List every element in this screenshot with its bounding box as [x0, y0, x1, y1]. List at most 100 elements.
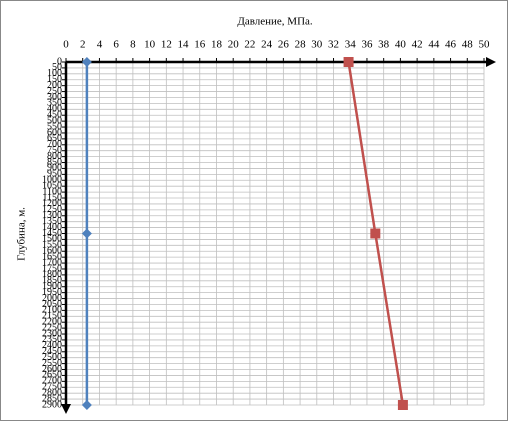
y-tick-label: 2100 — [42, 305, 62, 316]
y-tick-label: 450 — [47, 110, 62, 121]
x-tick-label: 38 — [378, 39, 390, 51]
y-tick-label: 200 — [47, 80, 62, 91]
y-tick-label: 2850 — [42, 393, 62, 404]
y-tick-label: 2450 — [42, 346, 62, 357]
x-tick-label: 26 — [278, 39, 290, 51]
y-tick-label: 2050 — [42, 299, 62, 310]
y-tick-label: 800 — [47, 151, 62, 162]
x-tick-label: 8 — [130, 39, 136, 51]
marker — [81, 400, 92, 410]
x-tick-label: 12 — [161, 39, 172, 51]
y-tick-label: 2750 — [42, 382, 62, 393]
y-tick-label: 1100 — [42, 186, 62, 197]
y-tick-label: 1250 — [42, 204, 62, 215]
y-tick-label: 600 — [47, 127, 62, 138]
x-tick-label: 24 — [261, 39, 273, 51]
y-tick-label: 2550 — [42, 358, 62, 369]
y-tick-label: 2300 — [42, 328, 62, 339]
y-tick-label: 700 — [47, 139, 62, 150]
plot — [81, 57, 408, 410]
y-tick-label: 750 — [47, 145, 62, 156]
x-tick-label: 48 — [462, 39, 474, 51]
y-tick-label: 2000 — [42, 293, 62, 304]
y-tick-label: 1650 — [42, 251, 62, 262]
y-tick-label: 1500 — [42, 234, 62, 245]
x-tick-label: 34 — [345, 39, 357, 51]
y-tick-label: 1050 — [42, 180, 62, 191]
marker — [397, 400, 408, 410]
x-tick-label: 6 — [113, 39, 119, 51]
x-axis-arrow — [486, 57, 496, 67]
x-tick-label: 36 — [361, 39, 373, 51]
x-tick-label: 14 — [178, 39, 190, 51]
y-tick-label: 2500 — [42, 352, 62, 363]
marker — [343, 57, 354, 67]
x-tick-label: 44 — [428, 39, 440, 51]
y-tick-label: 650 — [47, 133, 62, 144]
y-tick-label: 1800 — [42, 269, 62, 280]
y-tick-label: 2650 — [42, 370, 62, 381]
x-tick-label: 4 — [97, 39, 103, 51]
y-tick-label: 350 — [47, 98, 62, 109]
y-tick-label: 1450 — [42, 228, 62, 239]
x-tick-label: 20 — [228, 39, 240, 51]
y-tick-label: 2700 — [42, 376, 62, 387]
x-tick-label: 18 — [211, 39, 223, 51]
y-tick-label: 100 — [47, 68, 62, 79]
y-tick-label: 1000 — [42, 175, 62, 186]
y-tick-label: 300 — [47, 92, 62, 103]
y-tick-label: 1700 — [42, 257, 62, 268]
y-tick-label: 1950 — [42, 287, 62, 298]
x-tick-label: 32 — [328, 39, 339, 51]
y-tick-label: 400 — [47, 104, 62, 115]
y-tick-label: 1750 — [42, 263, 62, 274]
y-tick-label: 2200 — [42, 317, 62, 328]
y-axis-arrow — [61, 404, 71, 414]
y-tick-label: 1350 — [42, 216, 62, 227]
y-tick-label: 2400 — [42, 340, 62, 351]
y-tick-label: 850 — [47, 157, 62, 168]
y-tick-label: 1550 — [42, 240, 62, 251]
y-tick-label: 2350 — [42, 334, 62, 345]
x-tick-label: 46 — [445, 39, 457, 51]
x-tick-label: 42 — [412, 39, 423, 51]
y-tick-label: 500 — [47, 115, 62, 126]
x-tick-label: 40 — [395, 39, 407, 51]
x-tick-label: 0 — [63, 39, 69, 51]
y-tick-label: 2150 — [42, 311, 62, 322]
x-tick-label: 10 — [144, 39, 156, 51]
x-tick-label: 2 — [80, 39, 86, 51]
marker — [81, 228, 92, 239]
y-tick-label: 1300 — [42, 210, 62, 221]
y-tick-label: 1850 — [42, 275, 62, 286]
x-tick-label: 22 — [244, 39, 255, 51]
x-tick-label: 30 — [311, 39, 323, 51]
y-axis-title: Глубина, м. — [16, 207, 28, 261]
y-tick-label: 2800 — [42, 387, 62, 398]
y-tick-label: 2600 — [42, 364, 62, 375]
y-tick-label: 250 — [47, 86, 62, 97]
x-tick-label: 16 — [194, 39, 206, 51]
y-tick-label: 2250 — [42, 322, 62, 333]
y-tick-label: 1400 — [42, 222, 62, 233]
x-tick-label: 28 — [295, 39, 307, 51]
y-tick-label: 950 — [47, 169, 62, 180]
y-tick-label: 1900 — [42, 281, 62, 292]
y-tick-label: 1600 — [42, 246, 62, 257]
y-tick-label: 1200 — [42, 198, 62, 209]
x-axis-title: Давление, МПа. — [237, 16, 313, 28]
marker — [370, 228, 381, 239]
y-tick-label: 2900 — [42, 399, 62, 410]
y-tick-label: 550 — [47, 121, 62, 132]
marker — [81, 57, 92, 67]
x-tick-label: 50 — [479, 39, 491, 51]
y-tick-label: 50 — [52, 62, 62, 73]
y-tick-label: 0 — [57, 56, 62, 67]
y-tick-label: 150 — [47, 74, 62, 85]
y-tick-label: 1150 — [42, 192, 62, 203]
y-tick-label: 900 — [47, 163, 62, 174]
axes — [61, 57, 496, 414]
